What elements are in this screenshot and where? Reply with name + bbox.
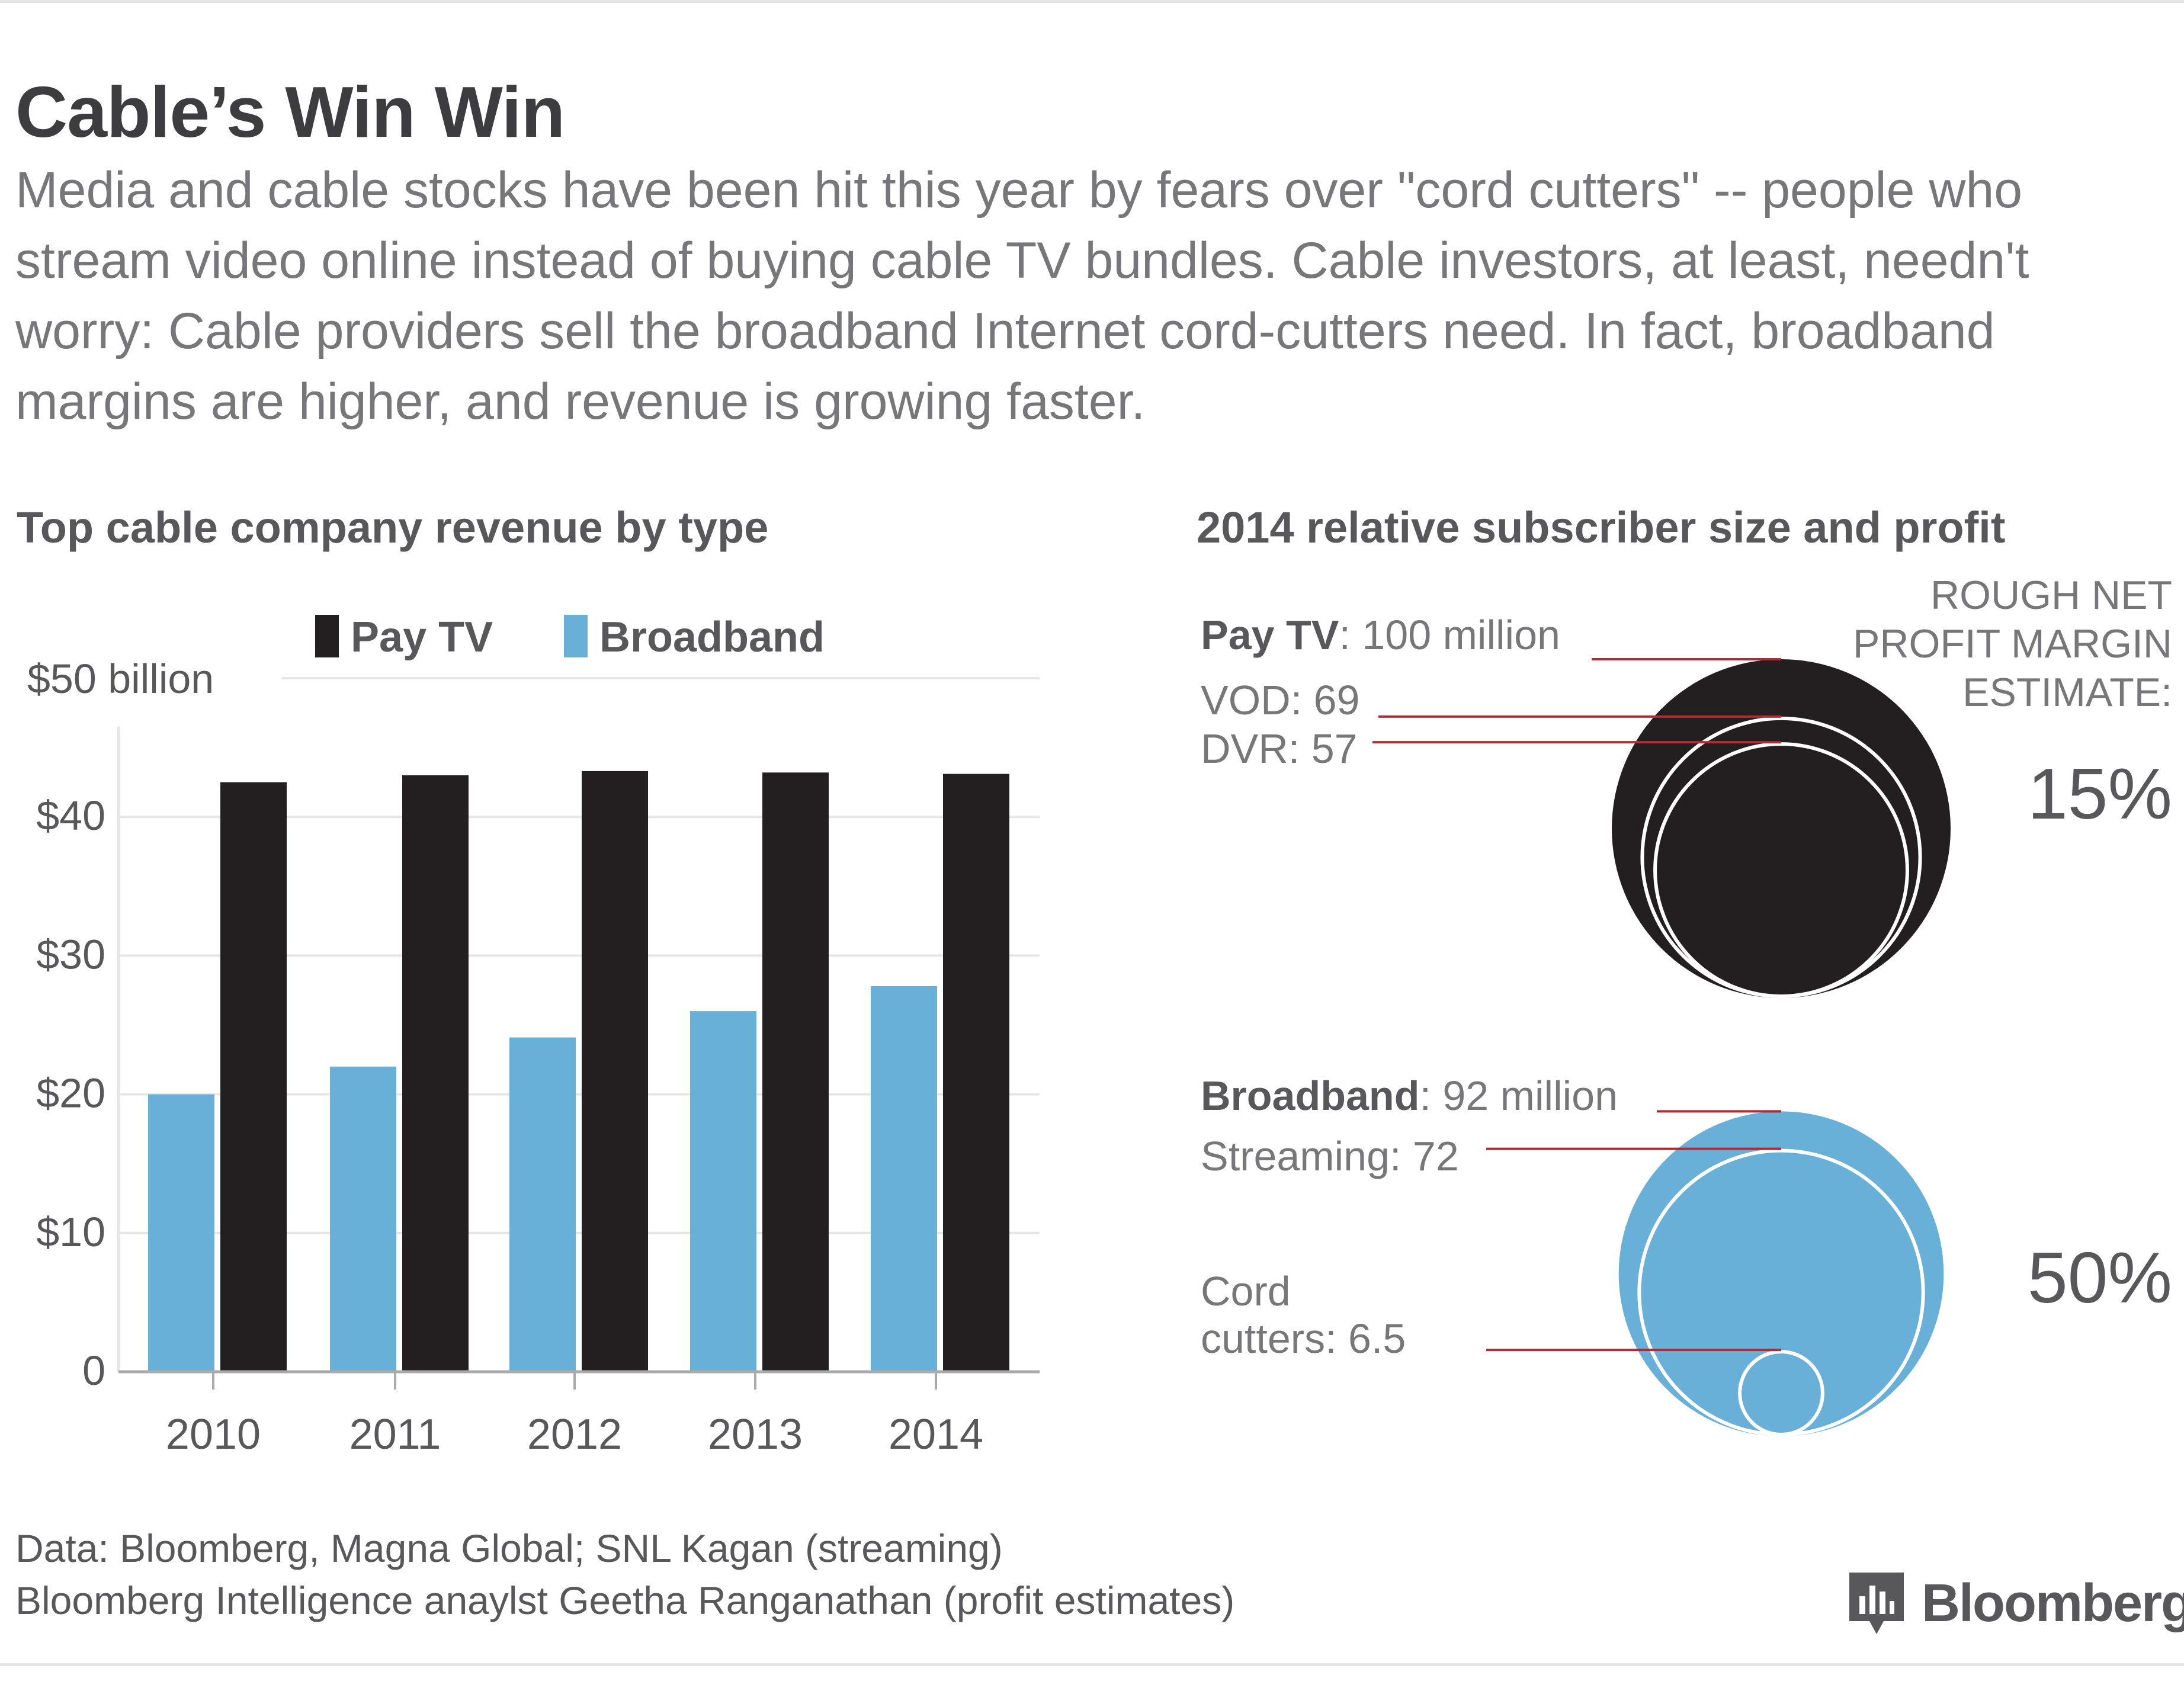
- bubble-label-bold: Pay TV: [1201, 612, 1339, 658]
- x-tick-label: 2014: [889, 1411, 983, 1458]
- margin-value: 15%: [2028, 753, 2172, 834]
- margin-value: 50%: [2028, 1237, 2172, 1318]
- bubble-inner: [1738, 1350, 1824, 1436]
- y-tick-label: $50 billion: [27, 656, 214, 702]
- bubble-label: DVR: 57: [1201, 726, 1358, 772]
- bubble-label-text: Cord: [1201, 1268, 1291, 1314]
- bubble-inner: [1653, 742, 1909, 998]
- bubble-chart: ROUGH NET PROFIT MARGIN ESTIMATE: Pay TV: …: [1201, 573, 2172, 1436]
- bubble-label: Broadband: 92 million: [1201, 1073, 1618, 1119]
- x-tick-label: 2012: [527, 1411, 622, 1458]
- source-note: Data: Bloomberg, Magna Global; SNL Kagan…: [15, 1522, 1234, 1626]
- bubble-label-text: DVR: 57: [1201, 726, 1358, 772]
- bottom-rule: [0, 1663, 2184, 1666]
- bubble-label-text: : 100 million: [1339, 612, 1560, 658]
- y-tick-label: $20: [36, 1070, 105, 1116]
- legend-label: Broadband: [599, 614, 825, 661]
- margin-header: ROUGH NET PROFIT MARGIN ESTIMATE:: [1853, 573, 2172, 715]
- bubble-group-broadband: Broadband: 92 million Streaming: 72 Cordcu…: [1201, 1073, 2172, 1436]
- bar-broadband: [690, 1011, 756, 1372]
- bar-pay-tv: [220, 782, 287, 1372]
- bubble-label-text: : 92 million: [1419, 1073, 1618, 1119]
- bloomberg-chart-icon: [1849, 1573, 1904, 1634]
- bubble-label: Pay TV: 100 million: [1201, 612, 1560, 658]
- y-tick-label: $10: [36, 1209, 105, 1255]
- bubble-label: Cord: [1201, 1268, 1291, 1314]
- source-line-1: Data: Bloomberg, Magna Global; SNL Kagan…: [15, 1526, 1003, 1570]
- legend-swatch: [564, 615, 588, 657]
- x-tick-label: 2013: [708, 1411, 803, 1458]
- bar-pay-tv: [582, 771, 648, 1372]
- y-tick-label: 0: [82, 1347, 105, 1394]
- logo-text: Bloomberg: [1922, 1573, 2184, 1633]
- y-tick-label: $30: [36, 931, 105, 977]
- source-line-2: Bloomberg Intelligence anaylst Geetha Ra…: [15, 1578, 1235, 1622]
- bloomberg-logo: Bloomberg: [1849, 1571, 2184, 1636]
- x-tick-label: 2011: [349, 1411, 441, 1458]
- page-title: Cable’s Win Win: [15, 72, 565, 152]
- bubble-label-text: VOD: 69: [1201, 677, 1359, 723]
- bubble-label-line2: cutters: 6.5: [1201, 1315, 1406, 1362]
- margin-header-line: PROFIT MARGIN: [1853, 621, 2172, 666]
- bar-pay-tv: [762, 772, 829, 1372]
- page-subtitle: Media and cable stocks have been hit thi…: [15, 162, 2029, 430]
- bar-broadband: [330, 1066, 396, 1372]
- bubble-chart-title: 2014 relative subscriber size and profit: [1197, 503, 2006, 552]
- margin-header-line: ESTIMATE:: [1962, 670, 2172, 715]
- bubble-label-bold: Broadband: [1201, 1073, 1419, 1119]
- bubble-label: VOD: 69: [1201, 677, 1359, 723]
- legend-label: Pay TV: [351, 614, 493, 661]
- bubble-label: Streaming: 72: [1201, 1133, 1459, 1179]
- bar-broadband: [509, 1037, 576, 1372]
- bar-chart: Pay TV Broadband 0 $10 $20 $30 $40 $50 billion…: [27, 614, 1040, 1458]
- bar-pay-tv: [943, 774, 1009, 1372]
- bar-broadband: [871, 986, 937, 1372]
- bubble-label-text: Streaming: 72: [1201, 1133, 1459, 1179]
- bar-chart-title: Top cable company revenue by type: [17, 503, 769, 552]
- top-rule: [0, 0, 2184, 3]
- y-tick-label: $40: [36, 792, 105, 839]
- margin-header-line: ROUGH NET: [1930, 573, 2172, 618]
- legend-swatch: [315, 615, 339, 657]
- x-tick-label: 2010: [166, 1411, 261, 1458]
- bar-pay-tv: [402, 775, 469, 1372]
- bar-broadband: [148, 1094, 214, 1372]
